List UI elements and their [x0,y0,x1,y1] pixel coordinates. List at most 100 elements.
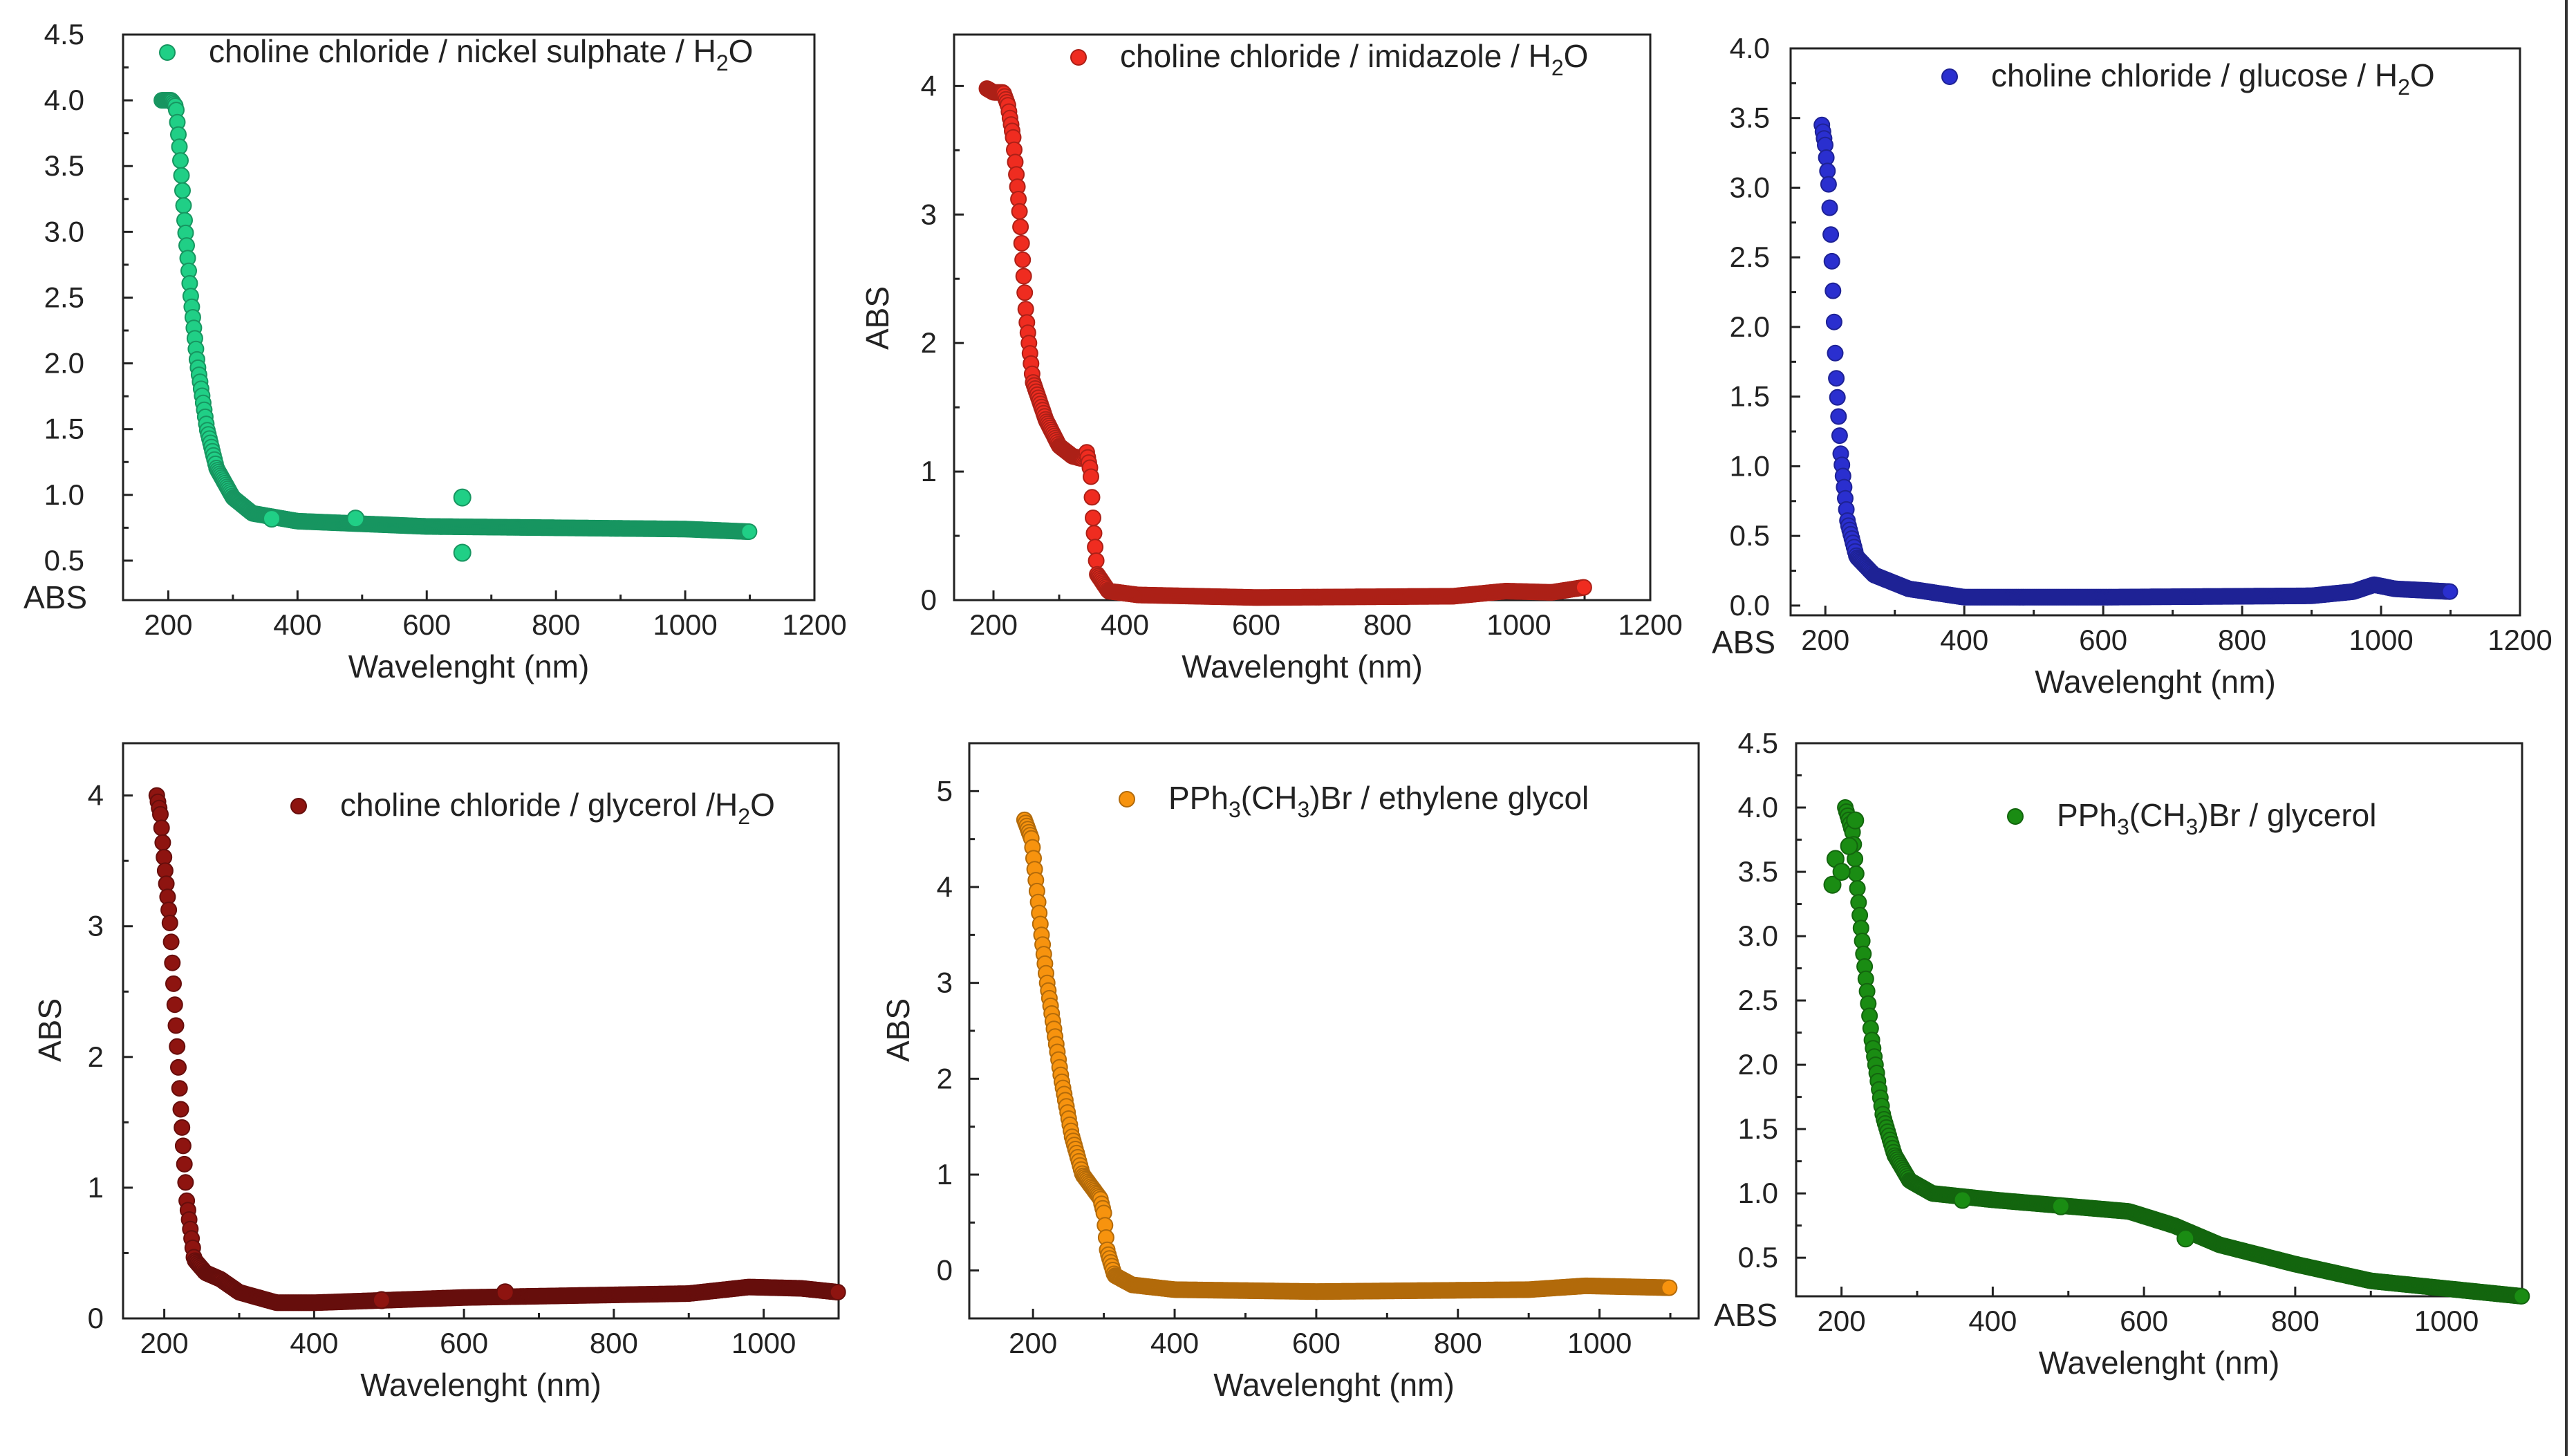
data-point [1829,389,1846,406]
legend-text-part: PPh [1168,780,1229,816]
x-tick-label: 800 [2271,1305,2320,1337]
legend-marker [159,44,176,61]
data-point [1840,837,1858,855]
data-point [1825,313,1842,330]
legend-text-part: O [1564,38,1589,74]
legend-marker [290,798,307,814]
y-tick-label: 3.0 [1738,920,1778,952]
data-point [162,933,180,951]
x-tick-label: 800 [532,608,580,641]
x-tick-label: 200 [1801,624,1849,656]
x-tick-label: 800 [1434,1327,1482,1359]
y-axis-title: ABS [1712,624,1775,660]
y-tick-label: 3.5 [44,149,84,182]
data-point [2441,583,2458,600]
y-tick-label: 2.5 [44,281,84,313]
data-point [174,1137,192,1155]
y-axis-title: ABS [859,286,895,350]
y-tick-label: 2 [937,1062,953,1094]
legend-label: PPh3(CH3)Br / glycerol [2057,797,2376,839]
chart-panel-4: 200 400 600 800 1000 0 1 2 3 4 Wavelenght (nm) ABS c… [32,742,846,1403]
x-tick-label: 1000 [2414,1305,2479,1337]
y-tick-label: 4 [921,69,937,102]
y-tick-label: 4.5 [1738,727,1778,759]
data-point [1085,510,1101,526]
data-point [1083,489,1101,506]
data-point [1830,408,1847,425]
series-points [1016,811,1678,1300]
y-tick-label: 1.0 [44,478,84,511]
data-point [1661,1279,1678,1296]
data-point [1821,199,1838,216]
legend-text-part: O [729,33,754,69]
y-tick-label: 0 [937,1254,953,1287]
y-axis-title: ABS [880,998,916,1062]
data-point [172,1101,189,1118]
data-point [372,1291,391,1309]
x-tick-label: 1000 [1567,1327,1632,1359]
y-tick-label: 0.0 [1730,589,1770,622]
data-point [453,488,472,507]
x-axis-title: Wavelenght (nm) [1213,1367,1455,1403]
legend-marker [1070,49,1087,66]
y-tick-label: 1.5 [1738,1112,1778,1145]
legend-marker [2007,808,2024,825]
data-point [172,152,189,169]
y-tick-label: 4 [88,779,104,812]
data-point [167,1017,185,1034]
y-tick-label: 0 [88,1302,104,1334]
y-tick-label: 1 [88,1171,104,1204]
legend-subscript: 2 [716,50,729,75]
y-tick-label: 4 [937,870,953,903]
series-points [148,787,846,1312]
legend-subscript: 3 [2117,814,2129,839]
y-tick-label: 4.0 [1730,32,1770,64]
y-tick-label: 1 [921,455,937,487]
data-point [174,182,191,199]
x-tick-label: 600 [2120,1305,2168,1337]
legend-subscript: 2 [738,804,750,829]
x-axis-title: Wavelenght (nm) [1182,648,1423,684]
x-tick-label: 1000 [1486,608,1551,641]
data-point [174,1119,191,1136]
data-point [166,996,183,1014]
x-tick-label: 400 [1150,1327,1199,1359]
y-tick-label: 1 [937,1158,953,1191]
legend-marker [1119,791,1135,808]
data-point [1015,268,1032,285]
x-tick-label: 600 [440,1327,488,1359]
x-axis-title: Wavelenght (nm) [2035,664,2276,700]
x-tick-label: 400 [1101,608,1149,641]
x-tick-label: 200 [1818,1305,1866,1337]
legend-text-part: (CH [1241,780,1298,816]
legend: PPh3(CH3)Br / glycerol [2007,797,2376,839]
y-tick-label: 2.0 [44,347,84,380]
legend: choline chloride / glycerol /H2O [290,787,775,829]
chart-panel-3: 200 400 600 800 1000 1200 0.0 0.5 1.0 1.5 2.0 2.5 3.… [1712,32,2552,700]
legend-text-part: choline chloride / glucose / H [1991,57,2398,93]
legend-text-part: )Br / glycerol [2198,797,2376,833]
data-point [1828,370,1845,387]
x-tick-label: 200 [969,608,1018,641]
data-point [1832,863,1851,881]
data-point [176,1155,193,1173]
x-tick-label: 400 [1968,1305,2017,1337]
x-tick-label: 200 [1009,1327,1057,1359]
x-axis-title: Wavelenght (nm) [2039,1345,2280,1381]
data-point [171,138,188,156]
data-point [164,954,181,971]
y-tick-label: 3 [921,198,937,230]
x-tick-label: 600 [1232,608,1280,641]
data-point [1011,203,1028,220]
chart-panel-5: 200 400 600 800 1000 0 1 2 3 4 5 Wavelenght (nm) ABS… [880,742,1700,1403]
legend-label: choline chloride / glycerol /H2O [340,787,775,829]
data-point [1014,251,1032,268]
x-tick-label: 600 [2079,624,2127,656]
y-tick-label: 2.5 [1730,241,1770,273]
y-tick-label: 1.0 [1730,449,1770,482]
data-point [2051,1197,2070,1215]
data-point [1846,811,1865,830]
data-point [1824,282,1842,299]
data-point [1085,525,1103,542]
x-axis-title: Wavelenght (nm) [348,648,590,684]
